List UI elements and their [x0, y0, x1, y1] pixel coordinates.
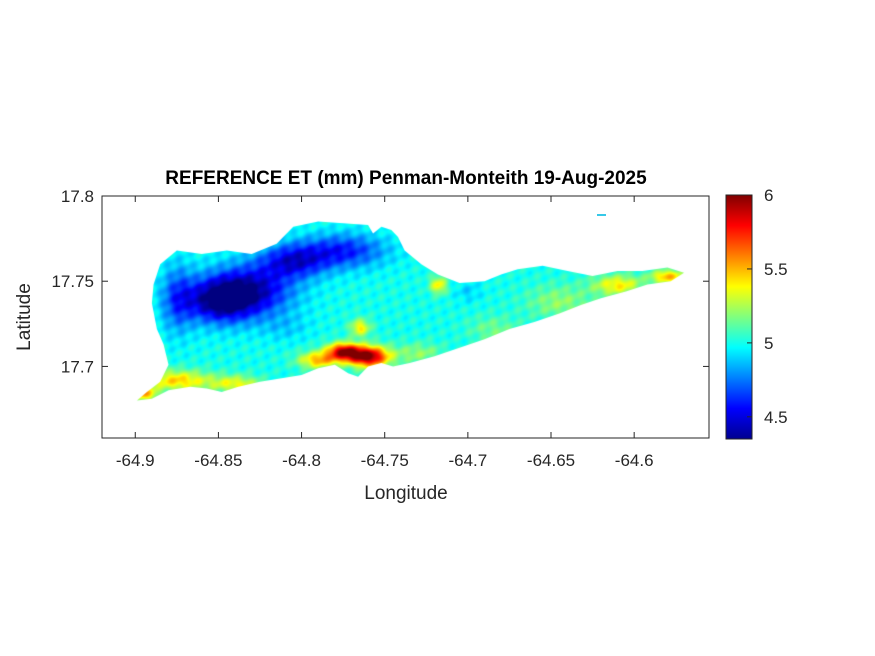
- x-tick-label: -64.9: [116, 451, 155, 470]
- colorbar: [725, 194, 753, 440]
- y-tick-label: 17.75: [51, 272, 94, 291]
- colorbar-tick-label: 6: [764, 186, 773, 205]
- x-axis-label: Longitude: [364, 483, 447, 504]
- y-axis-label: Latitude: [14, 283, 35, 351]
- y-tick-label: 17.8: [61, 187, 94, 206]
- islet-speck: [597, 214, 606, 216]
- y-axis-ticks: 17.7 17.75 17.8: [51, 187, 709, 376]
- x-tick-label: -64.75: [361, 451, 409, 470]
- chart-title: REFERENCE ET (mm) Penman-Monteith 19-Aug…: [165, 168, 647, 189]
- colorbar-tick-label: 5: [764, 334, 773, 353]
- axes-box: [101, 195, 710, 439]
- colorbar-tick-label: 5.5: [764, 260, 788, 279]
- x-tick-label: -64.6: [615, 451, 654, 470]
- x-axis-ticks: -64.9 -64.85 -64.8 -64.75 -64.7 -64.65 -64.6: [116, 196, 654, 470]
- x-tick-label: -64.8: [282, 451, 321, 470]
- colorbar-tick-label: 4.5: [764, 408, 788, 427]
- colorbar-ticks: 4.5 5 5.5 6: [747, 186, 788, 427]
- x-tick-label: -64.7: [448, 451, 487, 470]
- x-tick-label: -64.65: [527, 451, 575, 470]
- x-tick-label: -64.85: [194, 451, 242, 470]
- y-tick-label: 17.7: [61, 357, 94, 376]
- plot-area: [102, 196, 709, 438]
